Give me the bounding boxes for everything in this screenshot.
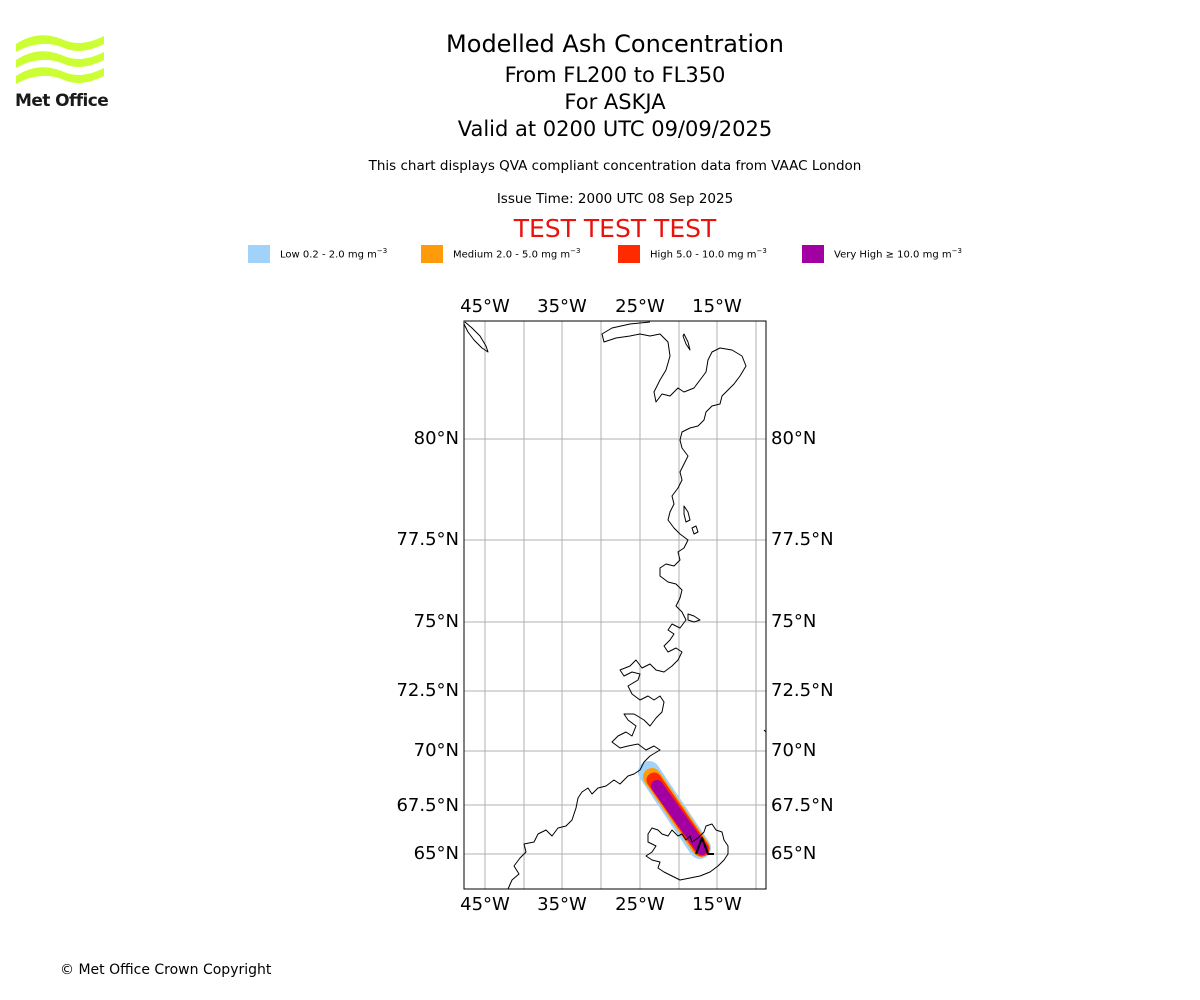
test-banner: TEST TEST TEST [513, 214, 717, 243]
chart-title: Modelled Ash Concentration [446, 30, 784, 58]
lat-tick-left-77-5n: 77.5°N [396, 529, 459, 550]
flight-levels: From FL200 to FL350 [504, 63, 726, 87]
logo-text: Met Office [15, 91, 109, 111]
copyright-notice: © Met Office Crown Copyright [60, 962, 272, 978]
lat-tick-right-67-5n: 67.5°N [771, 795, 834, 816]
legend-label-very-high: Very High ≥ 10.0 mg m−3 [834, 247, 962, 261]
island-ne-2 [683, 505, 691, 523]
lon-tick-top-35w: 35°W [537, 296, 587, 317]
legend-label-medium: Medium 2.0 - 5.0 mg m−3 [453, 247, 581, 261]
map-frame [463, 320, 767, 890]
lon-ticks-bottom: 45°W 35°W 25°W 15°W [460, 894, 742, 915]
legend-item-low: Low 0.2 - 2.0 mg m−3 [248, 244, 387, 264]
island-nw-corner [463, 321, 489, 353]
lat-tick-right-77-5n: 77.5°N [771, 529, 834, 550]
ash-plume-very-high [651, 780, 708, 855]
lon-tick-bottom-35w: 35°W [537, 894, 587, 915]
lat-tick-left-65n: 65°N [414, 843, 459, 864]
lat-tick-left-80n: 80°N [414, 428, 459, 449]
chart-description: This chart displays QVA compliant concen… [368, 158, 862, 174]
legend-item-very-high: Very High ≥ 10.0 mg m−3 [802, 244, 962, 264]
legend-item-medium: Medium 2.0 - 5.0 mg m−3 [421, 244, 580, 264]
lon-tick-bottom-25w: 25°W [615, 894, 665, 915]
lat-ticks-left: 80°N 77.5°N 75°N 72.5°N 70°N 67.5°N 65°N [396, 428, 459, 864]
legend-label-high: High 5.0 - 10.0 mg m−3 [650, 247, 767, 261]
lon-tick-bottom-15w: 15°W [692, 894, 742, 915]
lat-tick-right-70n: 70°N [771, 740, 816, 761]
met-office-logo-icon [16, 35, 104, 84]
ash-plume [638, 761, 711, 859]
issue-time: Issue Time: 2000 UTC 08 Sep 2025 [496, 191, 734, 207]
lat-tick-right-75n: 75°N [771, 611, 816, 632]
lon-tick-top-25w: 25°W [615, 296, 665, 317]
lat-tick-left-67-5n: 67.5°N [396, 795, 459, 816]
lat-ticks-right: 80°N 77.5°N 75°N 72.5°N 70°N 67.5°N 65°N [771, 428, 834, 864]
volcano-marker [695, 837, 714, 855]
island-ne-4 [687, 613, 701, 623]
legend-item-high: High 5.0 - 10.0 mg m−3 [618, 244, 767, 264]
legend-swatch-low [248, 245, 270, 263]
lat-tick-right-65n: 65°N [771, 843, 816, 864]
island-ne-1 [682, 333, 691, 351]
iceland-coast [645, 823, 729, 881]
coastlines [463, 321, 767, 890]
legend-swatch-very-high [802, 245, 824, 263]
map-grid [464, 321, 766, 889]
lon-tick-bottom-45w: 45°W [460, 894, 510, 915]
lat-tick-left-72-5n: 72.5°N [396, 680, 459, 701]
valid-time: Valid at 0200 UTC 09/09/2025 [457, 117, 773, 141]
legend-swatch-medium [421, 245, 443, 263]
legend-label-low: Low 0.2 - 2.0 mg m−3 [280, 247, 388, 261]
lon-tick-top-15w: 15°W [692, 296, 742, 317]
lat-tick-right-80n: 80°N [771, 428, 816, 449]
lat-tick-left-75n: 75°N [414, 611, 459, 632]
volcano-name: For ASKJA [564, 90, 666, 114]
lon-tick-top-45w: 45°W [460, 296, 510, 317]
legend-swatch-high [618, 245, 640, 263]
lon-ticks-top: 45°W 35°W 25°W 15°W [460, 296, 742, 317]
island-ne-3 [691, 525, 699, 535]
lat-tick-right-72-5n: 72.5°N [771, 680, 834, 701]
lat-tick-left-70n: 70°N [414, 740, 459, 761]
greenland-coast [507, 321, 747, 890]
